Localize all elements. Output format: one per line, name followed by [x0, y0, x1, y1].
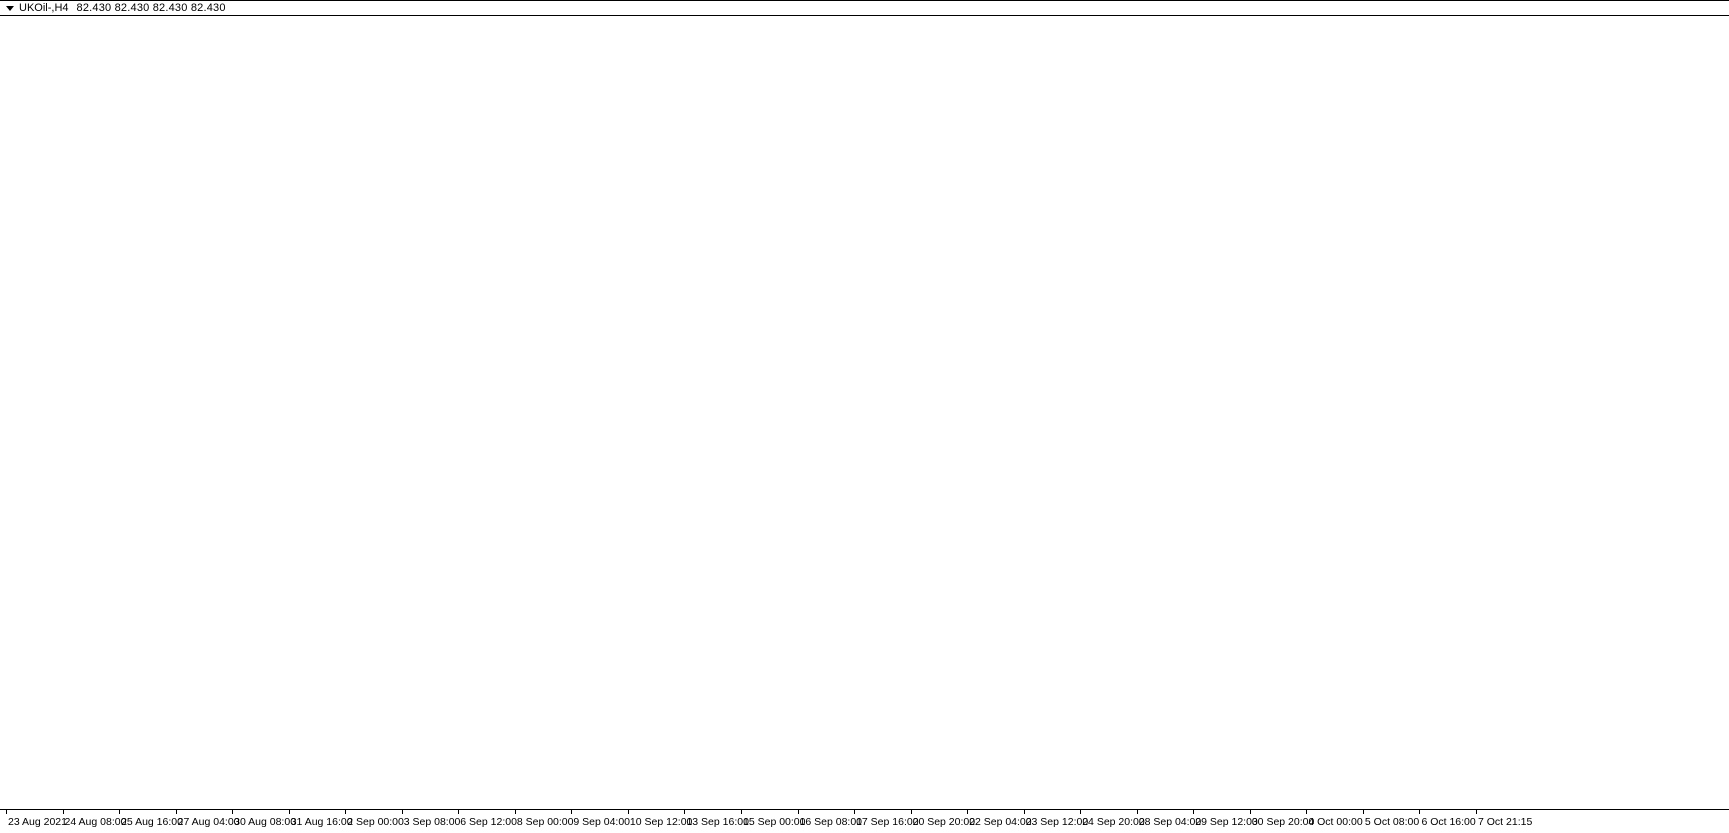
time-axis-label: 29 Sep 12:00: [1195, 816, 1258, 828]
time-axis-tick: [401, 810, 403, 814]
time-axis-label: 6 Sep 12:00: [460, 816, 517, 828]
time-axis-tick: [910, 810, 912, 814]
time-axis-label: 9 Sep 04:00: [573, 816, 631, 828]
time-axis-label: 31 Aug 16:00: [290, 816, 353, 828]
time-axis-tick: [1476, 810, 1477, 814]
time-axis-tick: [1362, 810, 1364, 814]
time-axis-tick: [514, 810, 516, 814]
time-axis-tick: [119, 810, 121, 814]
time-axis-tick: [232, 810, 234, 814]
time-axis-label: 23 Sep 12:00: [1025, 816, 1089, 828]
time-axis-tick: [627, 810, 629, 814]
time-axis[interactable]: 23 Aug 2021 24 Aug 08:00 25 Aug 16:00 27 Au…: [0, 809, 1729, 833]
time-axis-label: 27 Aug 04:00: [177, 816, 240, 828]
time-axis-tick: [797, 810, 799, 814]
time-axis-label: 23 Aug 2021: [8, 816, 67, 828]
time-axis-label: 10 Sep 12:00: [629, 816, 693, 828]
time-axis-label: 6 Oct 16:00: [1421, 816, 1476, 828]
time-axis-tick: [1193, 810, 1195, 814]
time-axis-label: 30 Sep 20:00: [1251, 816, 1315, 828]
time-axis-tick: [571, 810, 573, 814]
time-axis-label: 17 Sep 16:00: [856, 816, 919, 828]
time-axis-tick: [62, 810, 64, 814]
time-axis-tick: [1249, 810, 1251, 814]
time-axis-tick: [1023, 810, 1025, 814]
time-axis-tick: [967, 810, 969, 814]
time-axis-tick: [1080, 810, 1082, 814]
time-axis-label: 13 Sep 16:00: [686, 816, 749, 828]
symbol-label: UKOil-,H4: [19, 2, 69, 14]
time-axis-tick: [684, 810, 686, 814]
time-axis-tick: [345, 810, 347, 814]
time-axis-tick: [741, 810, 742, 814]
time-axis-label: 22 Sep 04:00: [969, 816, 1032, 828]
time-axis-label: 28 Sep 04:00: [1138, 816, 1202, 828]
time-axis-label: 3 Sep 08:00: [403, 816, 461, 828]
time-axis-label: 24 Aug 08:00: [64, 816, 127, 828]
time-axis-label: 20 Sep 20:00: [912, 816, 976, 828]
time-axis-label: 4 Oct 00:00: [1308, 816, 1363, 828]
time-axis-tick: [175, 810, 177, 814]
time-axis-tick: [6, 810, 7, 814]
triangle-down-icon[interactable]: [6, 5, 14, 11]
time-axis-label: 5 Oct 08:00: [1364, 816, 1420, 828]
time-axis-label: 8 Sep 00:00: [516, 816, 574, 828]
chart-title-bar: UKOil-,H4 82.430 82.430 82.430 82.430: [0, 1, 1729, 16]
time-axis-label: 15 Sep 00:00: [743, 816, 806, 828]
time-axis-tick: [1419, 810, 1421, 814]
ohlc-values: 82.430 82.430 82.430 82.430: [76, 2, 226, 14]
time-axis-label: 30 Aug 08:00: [234, 816, 297, 828]
time-axis-tick: [1306, 810, 1308, 814]
time-axis-tick: [458, 810, 460, 814]
time-axis-label: 16 Sep 08:00: [799, 816, 863, 828]
time-axis-label: 2 Sep 00:00: [347, 816, 404, 828]
time-axis-tick: [854, 810, 856, 814]
time-axis-tick: [288, 810, 290, 814]
time-axis-label: 24 Sep 20:00: [1082, 816, 1145, 828]
time-axis-label: 25 Aug 16:00: [121, 816, 183, 828]
time-axis-label: 7 Oct 21:15: [1478, 816, 1533, 828]
time-axis-tick: [1136, 810, 1138, 814]
